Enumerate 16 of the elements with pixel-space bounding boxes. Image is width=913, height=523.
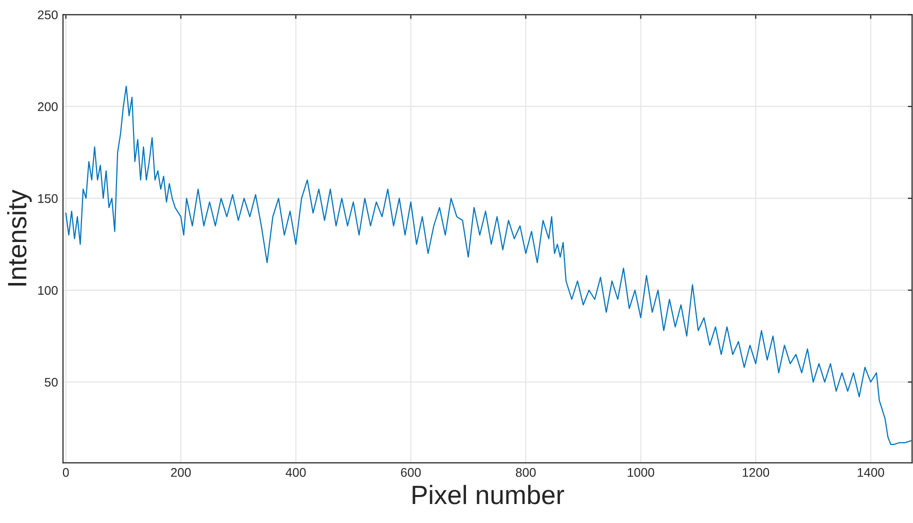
x-axis-title: Pixel number [412,484,564,504]
x-tick-label: 800 [516,468,536,477]
y-tick-label: 100 [38,286,58,295]
x-tick-label: 0 [62,468,69,477]
y-tick-label: 200 [38,102,58,112]
y-axis-title: Intensity [7,190,32,286]
x-tick-label: 600 [401,468,421,477]
y-tick-label: 250 [38,10,58,20]
x-tick-label: 400 [286,468,306,477]
y-tick-label: 150 [38,194,58,203]
line-series [65,86,912,446]
x-tick-label: 200 [171,468,191,477]
x-tick-label: 1200 [742,468,770,477]
x-tick-label: 1000 [628,468,654,477]
y-tick-label: 50 [44,378,58,387]
x-tick-label: 1400 [858,468,884,477]
